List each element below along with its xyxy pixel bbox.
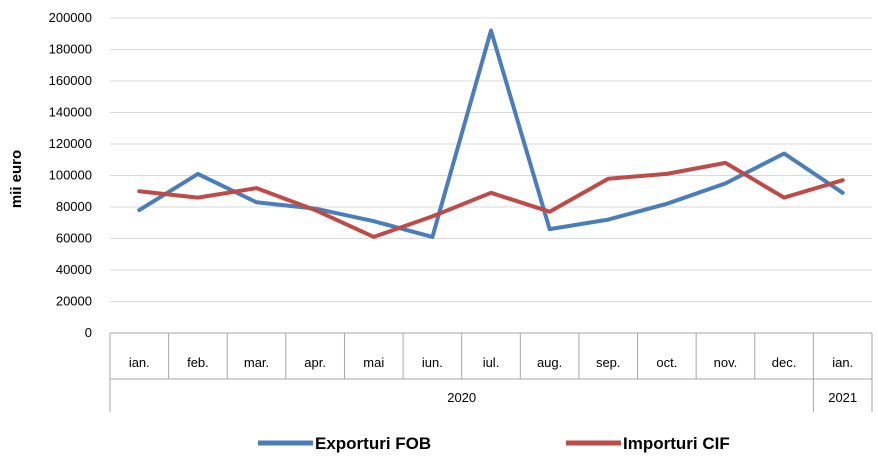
x-tick-label: dec. [772, 355, 797, 370]
series-line-exporturi-fob [137, 28, 845, 239]
year-label: 2020 [447, 390, 476, 405]
y-axis-label: mii euro [8, 150, 25, 208]
y-tick-label: 100000 [49, 168, 92, 183]
y-tick-label: 200000 [49, 10, 92, 25]
x-tick-label: feb. [187, 355, 209, 370]
gridlines [110, 17, 872, 302]
x-tick-label: sep. [596, 355, 621, 370]
x-tick-label: iul. [483, 355, 500, 370]
x-tick-label: mar. [244, 355, 269, 370]
y-tick-label: 80000 [56, 199, 92, 214]
x-tick-label: aug. [537, 355, 562, 370]
y-tick-label: 120000 [49, 136, 92, 151]
legend-label: Importuri CIF [623, 434, 730, 453]
x-tick-label: nov. [714, 355, 738, 370]
legend-label: Exporturi FOB [315, 434, 431, 453]
x-tick-label: ian. [129, 355, 150, 370]
x-tick-label: ian. [832, 355, 853, 370]
y-tick-label: 160000 [49, 73, 92, 88]
series-lines [137, 28, 845, 239]
y-tick-label: 20000 [56, 294, 92, 309]
x-tick-label: iun. [422, 355, 443, 370]
x-axis: ian. feb. mar. apr. mai iun. iul. aug. sep. oct. n… [109, 332, 873, 412]
series-line-importuri-cif [137, 160, 845, 239]
y-tick-label: 140000 [49, 105, 92, 120]
x-tick-label: oct. [656, 355, 677, 370]
y-axis-ticks: 0 20000 40000 60000 80000 100000 120000 140000 1… [49, 10, 92, 340]
y-tick-label: 60000 [56, 231, 92, 246]
y-tick-label: 40000 [56, 262, 92, 277]
y-tick-label: 180000 [49, 42, 92, 57]
legend: Exporturi FOB Importuri CIF [258, 434, 730, 453]
x-tick-label: mai [363, 355, 384, 370]
year-label: 2021 [828, 390, 857, 405]
x-tick-label: apr. [304, 355, 326, 370]
y-tick-label: 0 [85, 325, 92, 340]
